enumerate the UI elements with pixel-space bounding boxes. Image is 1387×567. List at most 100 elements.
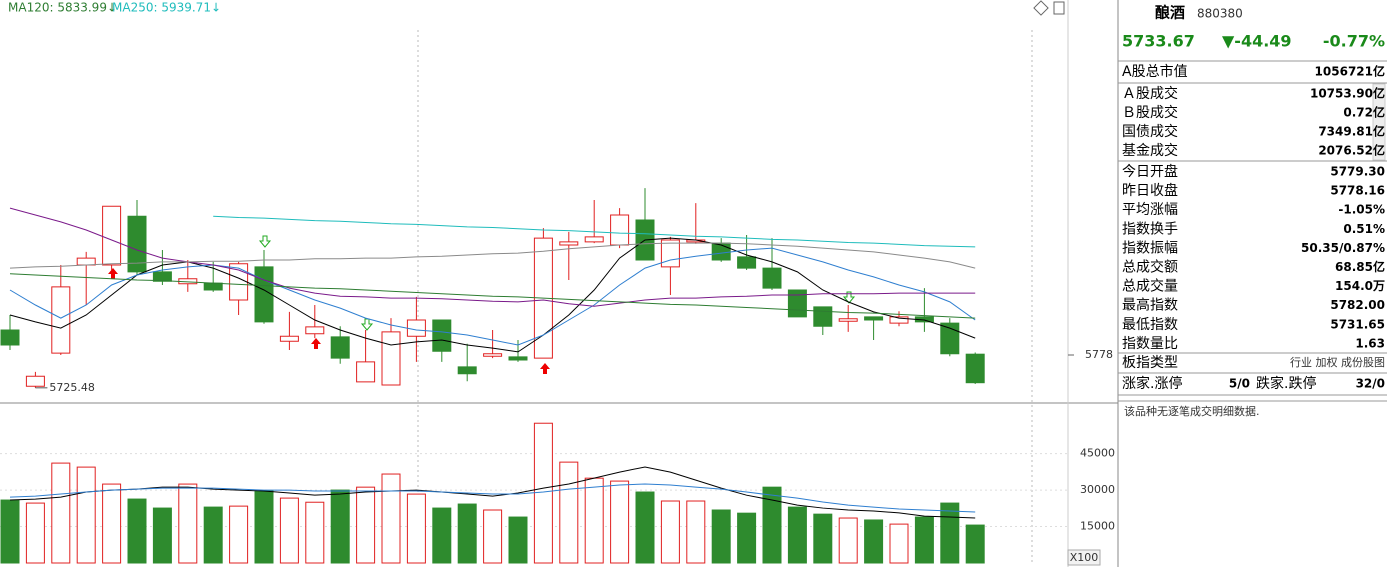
stat-value: 10753.90亿 — [1310, 86, 1385, 101]
volume-bar — [381, 473, 401, 564]
ma-line — [9, 247, 976, 346]
stat-value: 2076.52亿 — [1318, 143, 1385, 158]
y-tick-label: 15000 — [1080, 520, 1115, 533]
volume-bar — [660, 500, 680, 564]
stat-label: A股总市值 — [1122, 63, 1188, 80]
unit-box — [1067, 549, 1101, 566]
candle-body — [940, 322, 960, 355]
stat-value: 154.0万 — [1335, 279, 1385, 293]
stat-value: 5782.00 — [1330, 298, 1385, 312]
candle-body — [813, 306, 833, 327]
volume-bar — [178, 483, 198, 564]
candle-body — [965, 353, 985, 384]
candle-body — [406, 319, 426, 337]
stat-label: 国债成交 — [1122, 123, 1178, 140]
stat-value: 5731.65 — [1330, 317, 1385, 331]
candle-body — [51, 286, 71, 354]
candle-body — [711, 242, 731, 261]
volume-bar — [838, 517, 858, 564]
y-tick-label: 45000 — [1080, 447, 1115, 460]
quote-change: ▼-44.49 — [1222, 32, 1292, 51]
volume-bar — [737, 512, 757, 564]
candle-body — [787, 289, 807, 318]
window-icon[interactable] — [1053, 1, 1065, 15]
low-label: 5725.48 — [49, 381, 95, 394]
stat-value: 5779.30 — [1330, 165, 1385, 179]
candle-body — [660, 239, 680, 268]
ma-line — [213, 215, 976, 248]
stat-label: Ａ股成交 — [1122, 85, 1178, 102]
up-arrow — [540, 363, 550, 374]
volume-bar — [864, 519, 884, 564]
ma-line — [9, 242, 976, 269]
volume-bar — [686, 500, 706, 564]
ma-line — [9, 207, 976, 307]
candle-body — [279, 335, 299, 342]
volume-bar — [76, 466, 96, 564]
stat-value: 1056721亿 — [1315, 64, 1385, 79]
volume-bar — [279, 497, 299, 564]
candle-body — [432, 319, 452, 352]
note: 该品种无逐笔成交明细数据. — [1124, 404, 1260, 418]
volume-bar — [508, 516, 528, 564]
down-arrow — [258, 235, 272, 248]
stat-value: 50.35/0.87% — [1301, 241, 1385, 255]
stat-label: 昨日收盘 — [1122, 182, 1178, 199]
candle-body — [483, 353, 503, 357]
quote-price: 5733.67 — [1122, 32, 1195, 51]
down-value: 32/0 — [1356, 377, 1385, 391]
volume-bar — [584, 477, 604, 564]
volume-bar — [203, 506, 223, 564]
candle-body — [254, 266, 274, 323]
volume-bar — [787, 506, 807, 564]
volume-bar — [432, 507, 452, 564]
volume-bar — [406, 493, 426, 564]
volume-bar — [25, 502, 45, 564]
candle-body — [127, 215, 147, 273]
candle-body — [889, 316, 909, 324]
ma-line — [9, 273, 976, 319]
up-arrow — [108, 268, 118, 279]
candle-body — [356, 361, 376, 383]
stat-value: 5778.16 — [1330, 184, 1385, 198]
volume-ma-line — [9, 466, 976, 519]
scrollbar[interactable] — [1372, 83, 1386, 161]
volume-bar — [483, 509, 503, 564]
y-tick-label: 30000 — [1080, 483, 1115, 496]
volume-bar — [0, 499, 20, 564]
volume-bar — [254, 490, 274, 564]
up-arrow — [311, 338, 321, 349]
legend-ma250: MA250: 5939.71↓ — [112, 1, 221, 15]
volume-bar — [635, 491, 655, 564]
breadth-row: 涨家.涨停 5/0 跌家.跌停 32/0 — [1122, 375, 1385, 392]
stat-value: -1.05% — [1338, 203, 1385, 217]
stat-label: 总成交额 — [1122, 259, 1178, 276]
candle-body — [330, 336, 350, 359]
volume-bar — [914, 516, 934, 564]
candle-body — [762, 267, 782, 289]
stat-label: 今日开盘 — [1122, 163, 1178, 180]
stat-value: 0.51% — [1343, 222, 1385, 236]
candle-body — [25, 375, 45, 387]
volume-bar — [813, 513, 833, 564]
volume-bar — [711, 509, 731, 564]
volume-bar — [330, 489, 350, 564]
volume-bar — [610, 480, 630, 564]
volume-bar — [51, 462, 71, 564]
diamond-icon[interactable] — [1033, 0, 1049, 16]
volume-bar — [533, 422, 553, 564]
stat-value: 行业 加权 成份股图 — [1290, 356, 1385, 369]
candle-body — [381, 331, 401, 386]
candle-body — [152, 271, 172, 282]
volume-bar — [762, 486, 782, 564]
up-label: 涨家.涨停 — [1122, 375, 1182, 392]
volume-bar — [152, 507, 172, 564]
ma-line — [9, 237, 976, 353]
volume-bar — [127, 498, 147, 564]
y-tick-label: 5778 — [1085, 348, 1113, 361]
quote-percent: -0.77% — [1323, 32, 1385, 51]
volume-ma-line — [9, 483, 976, 513]
sector-code: 880380 — [1197, 7, 1243, 21]
legend-ma120: MA120: 5833.99↓ — [8, 1, 117, 15]
